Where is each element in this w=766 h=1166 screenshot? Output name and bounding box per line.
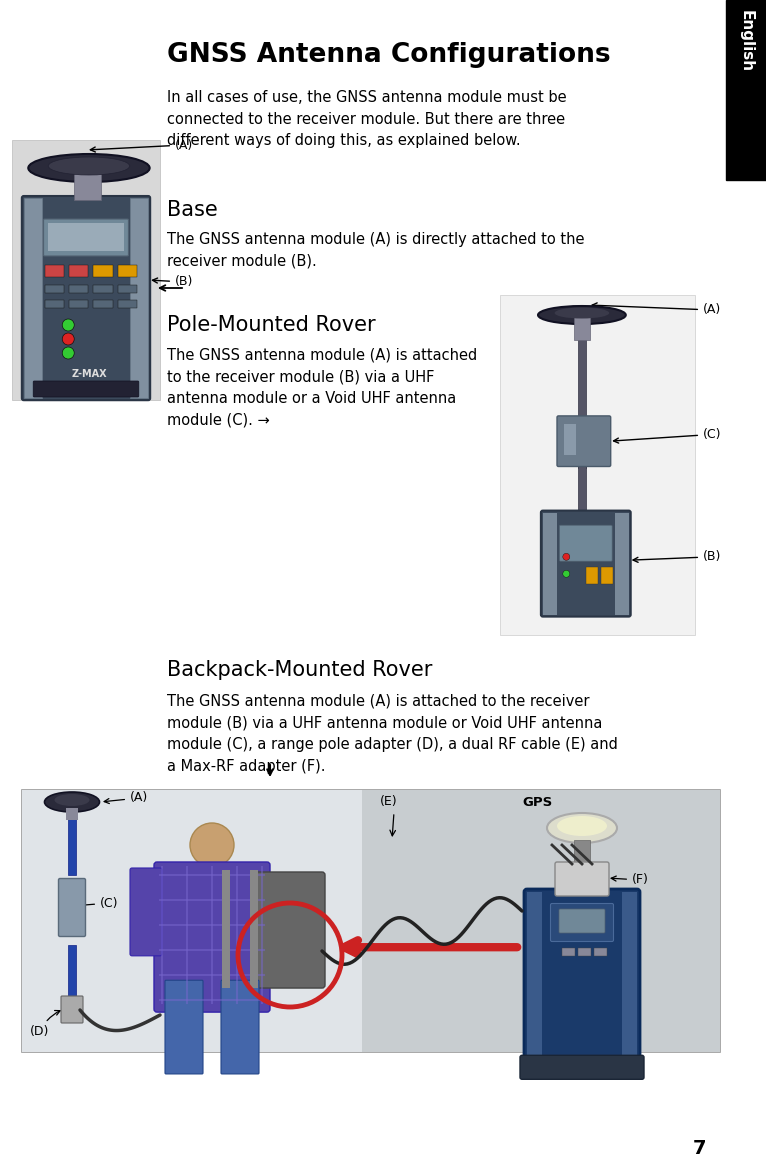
Text: (E): (E): [380, 795, 398, 808]
FancyBboxPatch shape: [61, 996, 83, 1023]
Circle shape: [563, 554, 570, 561]
Bar: [562, 948, 575, 956]
Text: (F): (F): [611, 873, 649, 886]
Text: (B): (B): [633, 550, 722, 563]
Text: (A): (A): [592, 303, 722, 316]
Bar: [222, 870, 230, 988]
Text: (C): (C): [614, 428, 722, 443]
Ellipse shape: [28, 154, 149, 182]
Bar: [69, 265, 88, 278]
Circle shape: [62, 347, 74, 359]
Bar: [622, 892, 637, 1062]
Text: The GNSS antenna module (A) is directly attached to the
receiver module (B).: The GNSS antenna module (A) is directly …: [167, 232, 584, 268]
Circle shape: [563, 570, 570, 577]
Bar: [615, 513, 629, 614]
Bar: [574, 840, 590, 865]
FancyBboxPatch shape: [557, 416, 611, 466]
Circle shape: [62, 319, 74, 331]
Text: (D): (D): [30, 1011, 61, 1039]
Bar: [22, 791, 362, 1052]
Bar: [130, 198, 148, 399]
Bar: [362, 791, 720, 1052]
Text: The GNSS antenna module (A) is attached to the receiver
module (B) via a UHF ant: The GNSS antenna module (A) is attached …: [167, 694, 618, 774]
Text: In all cases of use, the GNSS antenna module must be
connected to the receiver m: In all cases of use, the GNSS antenna mo…: [167, 90, 567, 148]
Bar: [68, 944, 76, 1010]
Bar: [93, 285, 113, 293]
FancyBboxPatch shape: [33, 381, 139, 396]
Bar: [74, 170, 101, 201]
Text: The GNSS antenna module (A) is attached
to the receiver module (B) via a UHF
ant: The GNSS antenna module (A) is attached …: [167, 347, 477, 428]
Bar: [250, 870, 258, 988]
Bar: [594, 948, 607, 956]
Bar: [586, 567, 597, 584]
FancyBboxPatch shape: [555, 862, 609, 895]
Ellipse shape: [538, 305, 626, 324]
Text: Backpack-Mounted Rover: Backpack-Mounted Rover: [167, 660, 432, 680]
Bar: [47, 223, 125, 251]
Bar: [44, 285, 64, 293]
Bar: [68, 1014, 76, 1023]
FancyBboxPatch shape: [551, 904, 614, 941]
Bar: [93, 265, 113, 278]
Ellipse shape: [557, 816, 607, 836]
Ellipse shape: [48, 157, 129, 175]
Bar: [601, 567, 613, 584]
Bar: [565, 424, 576, 455]
Bar: [24, 198, 41, 399]
Text: Base: Base: [167, 201, 218, 220]
Bar: [12, 140, 160, 400]
Bar: [578, 465, 586, 517]
Bar: [68, 885, 76, 935]
Text: UHF: UHF: [524, 951, 553, 964]
Text: Z-MAX: Z-MAX: [71, 368, 106, 379]
FancyBboxPatch shape: [541, 511, 630, 617]
Bar: [500, 295, 695, 635]
Text: (B): (B): [152, 275, 193, 288]
FancyBboxPatch shape: [524, 888, 640, 1066]
Bar: [527, 892, 542, 1062]
FancyBboxPatch shape: [254, 872, 325, 988]
FancyBboxPatch shape: [559, 525, 612, 561]
Ellipse shape: [54, 794, 90, 806]
FancyBboxPatch shape: [58, 878, 86, 936]
FancyBboxPatch shape: [165, 981, 203, 1074]
FancyBboxPatch shape: [221, 981, 259, 1074]
Text: English: English: [738, 10, 754, 72]
FancyBboxPatch shape: [130, 868, 162, 956]
Circle shape: [190, 823, 234, 868]
Bar: [118, 285, 137, 293]
Text: GNSS Antenna Configurations: GNSS Antenna Configurations: [167, 42, 611, 68]
Circle shape: [62, 333, 74, 345]
Ellipse shape: [547, 813, 617, 843]
Ellipse shape: [555, 308, 609, 318]
Bar: [22, 791, 720, 1052]
Bar: [543, 513, 557, 614]
Bar: [68, 805, 76, 874]
Text: Pole-Mounted Rover: Pole-Mounted Rover: [167, 315, 375, 335]
FancyBboxPatch shape: [44, 219, 129, 257]
Bar: [574, 315, 590, 340]
Bar: [44, 265, 64, 278]
Ellipse shape: [44, 792, 100, 812]
Bar: [118, 300, 137, 308]
Bar: [726, 0, 766, 180]
FancyBboxPatch shape: [520, 1055, 644, 1080]
Text: (B): (B): [553, 1040, 598, 1067]
Bar: [578, 339, 586, 469]
Bar: [69, 300, 88, 308]
Bar: [44, 300, 64, 308]
Bar: [578, 948, 591, 956]
Text: (A): (A): [104, 792, 149, 805]
Bar: [118, 265, 137, 278]
Bar: [66, 808, 78, 820]
FancyBboxPatch shape: [22, 196, 150, 400]
Text: 7: 7: [693, 1138, 707, 1158]
Text: (C): (C): [64, 897, 119, 909]
FancyBboxPatch shape: [154, 862, 270, 1012]
Text: GPS: GPS: [522, 795, 552, 808]
Text: (A): (A): [90, 139, 193, 152]
Bar: [93, 300, 113, 308]
FancyBboxPatch shape: [559, 909, 605, 933]
Bar: [69, 285, 88, 293]
